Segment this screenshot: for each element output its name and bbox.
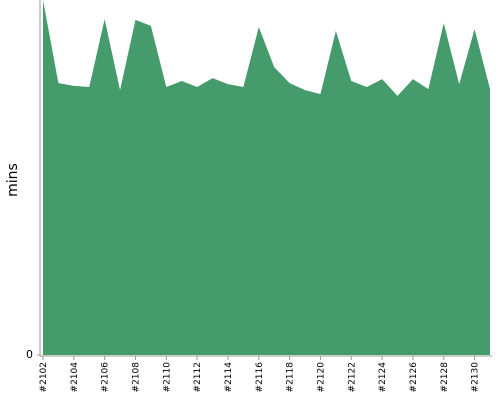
area: [43, 0, 490, 355]
x-tick-label: #2128: [440, 362, 450, 393]
x-tick-label: #2120: [316, 362, 326, 393]
x-tick-label: #2114: [224, 362, 234, 393]
x-tick-label: #2112: [193, 362, 203, 392]
x-tick-label: #2126: [409, 362, 419, 393]
x-tick-label: #2124: [378, 362, 388, 393]
x-tick-label: #2108: [131, 362, 141, 393]
x-tick-label: #2102: [39, 362, 49, 392]
x-tick-label: #2116: [255, 362, 265, 393]
x-tick-label: #2104: [70, 362, 80, 393]
x-tick-label: #2122: [347, 362, 357, 392]
x-tick-label: #2110: [162, 362, 172, 393]
x-tick-label: #2118: [286, 362, 296, 393]
x-tick-label: #2106: [101, 362, 111, 393]
x-tick-label: #2130: [471, 362, 481, 393]
y-tick-label: 0: [26, 348, 33, 361]
y-axis-label: mins: [5, 163, 21, 197]
